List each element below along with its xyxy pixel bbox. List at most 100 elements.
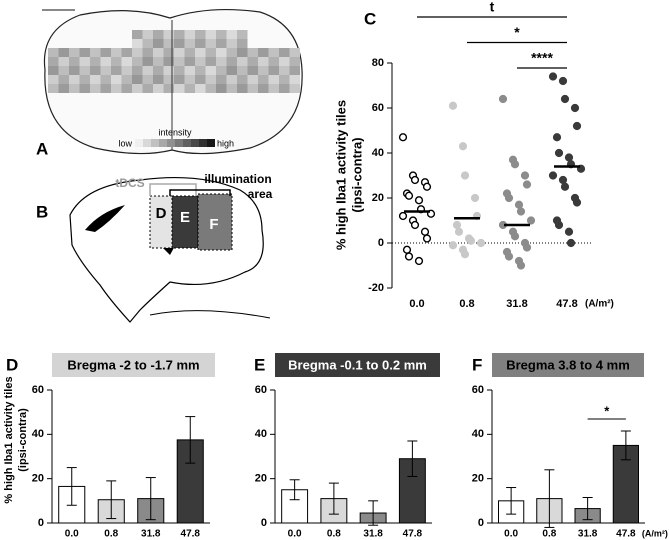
tile: [237, 30, 248, 39]
tile: [174, 30, 185, 39]
y-tick-label: 80: [372, 57, 384, 69]
tile: [279, 66, 290, 75]
y-tick-label: 40: [255, 428, 267, 440]
tile: [79, 57, 90, 66]
tile: [163, 66, 174, 75]
tile: [100, 57, 111, 66]
point: [398, 133, 408, 142]
x-tick-label: 47.8: [556, 298, 577, 310]
y-tick-label: 60: [472, 384, 484, 396]
region-label: D: [156, 205, 167, 222]
tile: [163, 48, 174, 57]
tile: [111, 75, 122, 84]
tile: [48, 84, 59, 93]
tile: [142, 39, 153, 48]
point: [460, 250, 470, 259]
tile: [195, 75, 206, 84]
panel-letter: B: [36, 202, 48, 221]
point: [560, 182, 570, 191]
colorbar-step: [135, 139, 143, 147]
tile: [205, 66, 216, 75]
tile: [48, 48, 59, 57]
point: [570, 103, 580, 113]
point: [504, 252, 514, 261]
x-tick-label: 0.8: [327, 529, 341, 540]
point: [520, 171, 530, 180]
tile: [289, 75, 300, 84]
tile: [289, 57, 300, 66]
tile: [279, 57, 290, 66]
point: [566, 238, 576, 248]
x-tick-label: 0.0: [504, 529, 518, 540]
point: [514, 200, 524, 209]
tile: [195, 48, 206, 57]
tile: [268, 48, 279, 57]
point: [564, 227, 574, 236]
tile: [216, 39, 227, 48]
tile: [121, 57, 132, 66]
significance-label: ****: [531, 50, 553, 66]
point: [466, 236, 476, 245]
significance-label: *: [604, 403, 610, 418]
region-e: [171, 195, 199, 249]
point: [454, 227, 464, 236]
tile: [153, 66, 164, 75]
point: [452, 220, 462, 230]
tile: [247, 48, 258, 57]
colorbar: [135, 139, 215, 147]
tile: [205, 84, 216, 93]
region-label: E: [180, 209, 190, 226]
point: [552, 133, 562, 142]
colorbar-step: [183, 139, 191, 147]
tile: [90, 66, 101, 75]
tile: [174, 84, 185, 93]
point: [522, 243, 532, 252]
tile: [163, 57, 174, 66]
point: [504, 193, 514, 203]
point: [560, 94, 570, 104]
tile: [79, 84, 90, 93]
tile: [69, 84, 80, 93]
colorbar-step: [151, 139, 159, 147]
point: [522, 180, 532, 189]
tile: [205, 39, 216, 48]
point: [414, 256, 424, 266]
tile: [216, 48, 227, 57]
x-tick-label: 47.8: [616, 529, 636, 540]
tile: [90, 48, 101, 57]
colorbar-step: [175, 139, 183, 147]
tile: [58, 84, 69, 93]
tile: [237, 39, 248, 48]
panel-letter: C: [364, 9, 376, 28]
region-label: F: [209, 216, 218, 233]
tile: [58, 75, 69, 84]
point: [558, 76, 568, 86]
colorbar-step: [199, 139, 207, 147]
tile: [216, 30, 227, 39]
point: [398, 211, 408, 221]
tile: [258, 48, 269, 57]
colorbar-low: low: [118, 138, 132, 148]
tile: [174, 57, 185, 66]
cerebellum-line: [149, 310, 271, 319]
tile-grid: [48, 30, 300, 93]
point: [498, 94, 508, 104]
point: [476, 238, 486, 248]
point: [422, 234, 432, 243]
x-tick-label: 0.8: [542, 529, 556, 540]
significance-label: t: [490, 0, 495, 15]
illumination-label: area: [248, 187, 273, 201]
tile: [132, 39, 143, 48]
tile: [174, 66, 185, 75]
tile: [258, 84, 269, 93]
point: [410, 175, 420, 185]
y-tick-label: 20: [372, 192, 384, 204]
tile: [226, 84, 237, 93]
tile: [237, 48, 248, 57]
tile: [247, 66, 258, 75]
tile: [153, 84, 164, 93]
tile: [289, 84, 300, 93]
colorbar-step: [191, 139, 199, 147]
tile: [69, 48, 80, 57]
panel-letter: D: [6, 355, 18, 374]
